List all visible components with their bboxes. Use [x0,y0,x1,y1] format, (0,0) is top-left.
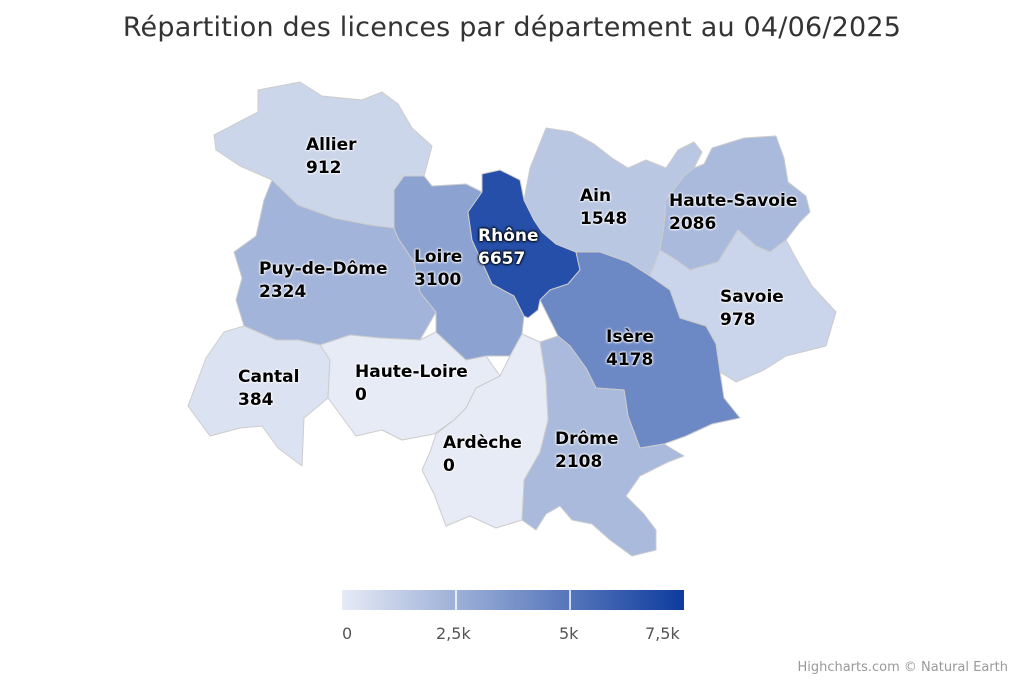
color-legend-bar [342,590,684,610]
label-ain: Ain 1548 [580,186,628,229]
label-allier: Allier 912 [306,135,357,178]
legend-tick-label: 7,5k [645,624,680,643]
legend-tick-label: 2,5k [436,624,471,643]
label-rhone: Rhône 6657 [478,226,539,269]
label-isere: Isère 4178 [606,327,654,370]
color-legend [342,590,684,610]
department-ardeche[interactable] [421,333,549,529]
label-cantal: Cantal 384 [238,367,300,410]
label-haute-savoie: Haute-Savoie 2086 [669,191,798,234]
legend-tick-label: 5k [559,624,579,643]
department-isere[interactable] [539,251,741,449]
legend-tick-label: 0 [342,624,353,643]
credits: Highcharts.com © Natural Earth [797,660,1008,675]
label-puy-de-dome: Puy-de-Dôme 2324 [259,259,388,302]
department-cantal[interactable] [187,325,331,467]
label-loire: Loire 3100 [414,247,463,290]
label-haute-loire: Haute-Loire 0 [355,362,468,405]
label-drome: Drôme 2108 [555,429,619,472]
chart-title: Répartition des licences par département… [122,12,902,43]
label-savoie: Savoie 978 [720,287,784,330]
label-ardeche: Ardèche 0 [443,433,522,476]
